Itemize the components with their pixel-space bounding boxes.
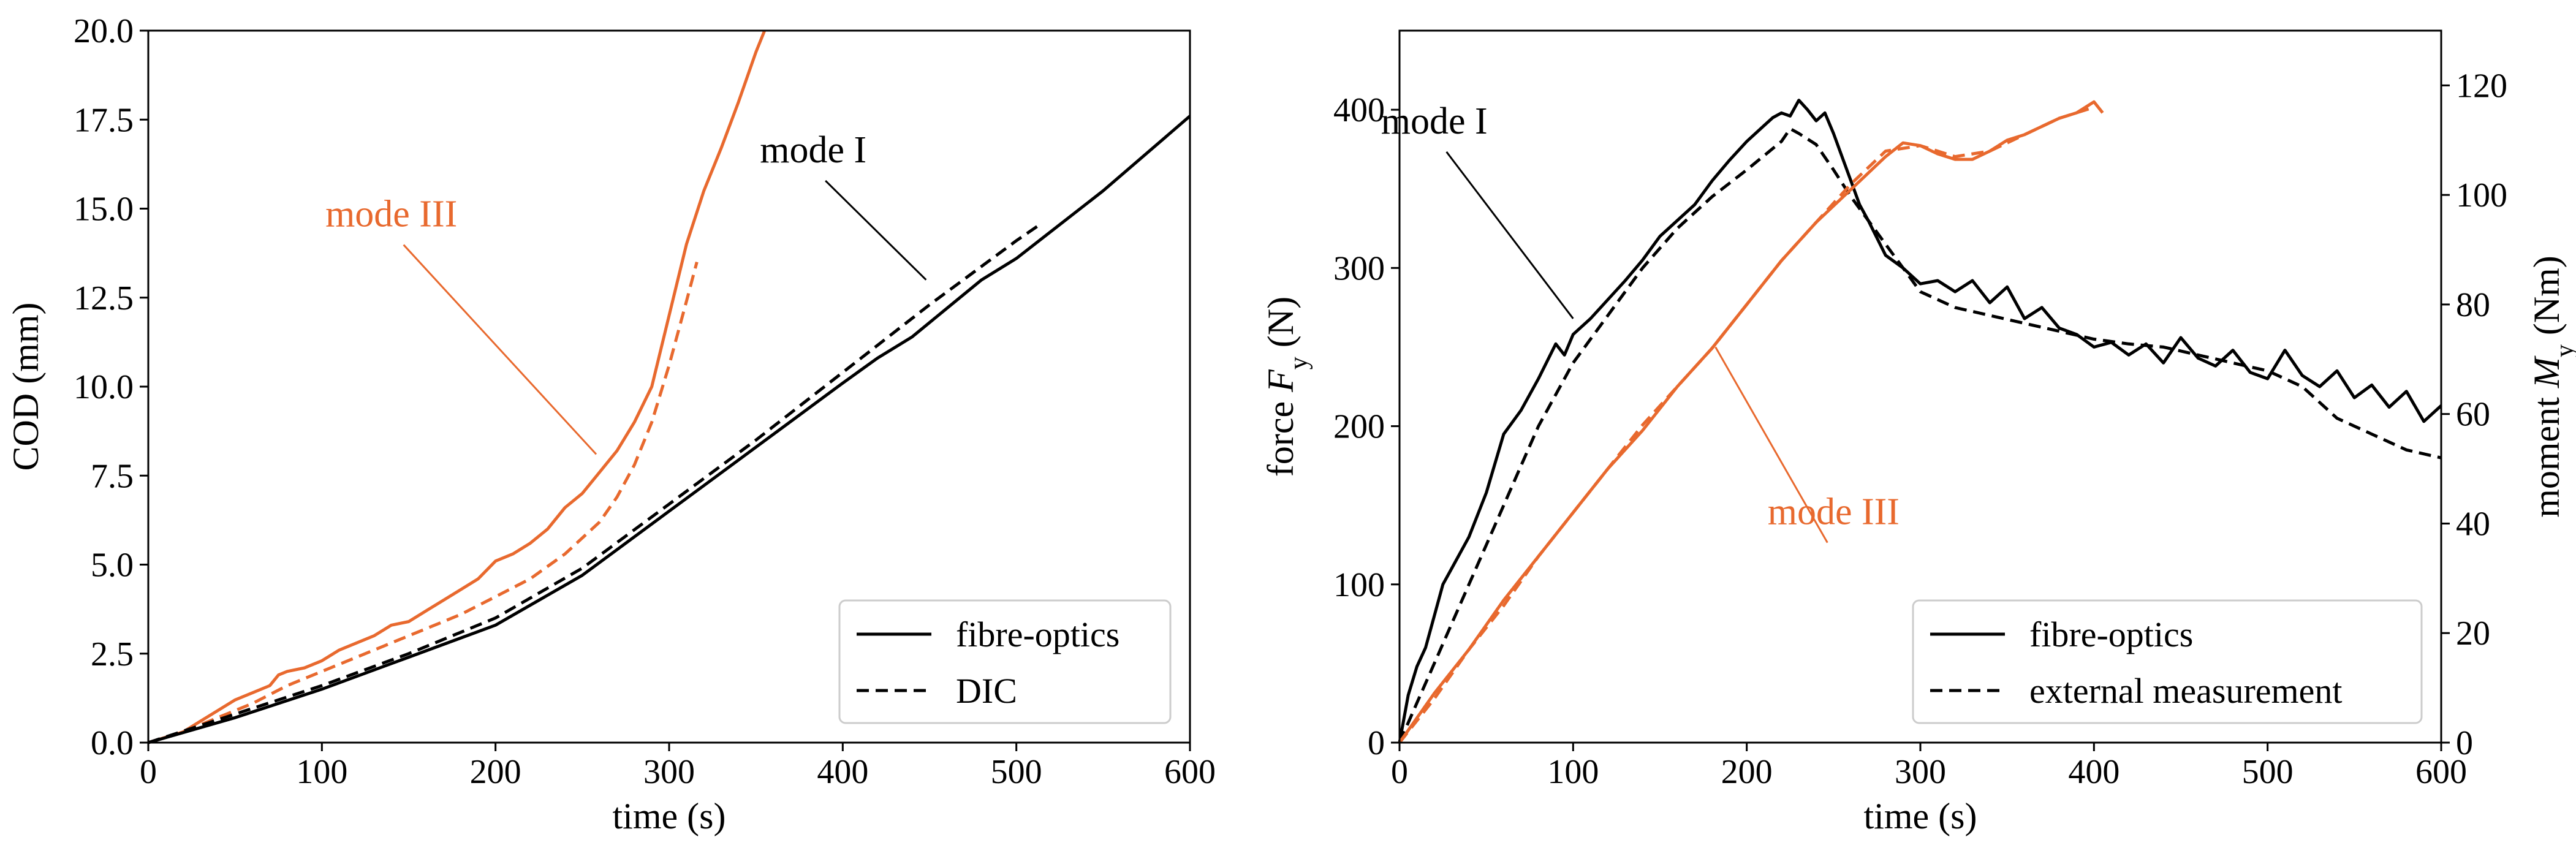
right-left-y-tick-label: 100 <box>1333 566 1385 604</box>
right-x-tick-label: 100 <box>1547 753 1599 791</box>
right-x-tick-label: 300 <box>1895 753 1946 791</box>
left-x-tick-label: 300 <box>643 753 695 791</box>
left-series-mode-i-dic <box>148 221 1044 744</box>
right-right-y-tick-label: 20 <box>2456 615 2490 653</box>
left-y-tick-label: 0.0 <box>91 724 134 762</box>
left-annotation-mode-i: mode I <box>760 129 866 171</box>
left-y-tick-label: 5.0 <box>91 547 134 585</box>
right-annotation-pointer-2 <box>1714 346 1828 543</box>
left-y-tick-label: 2.5 <box>91 635 134 673</box>
left-series-mode-iii-dic <box>148 261 699 744</box>
right-left-y-tick-label: 300 <box>1333 249 1385 287</box>
right-annotation-mode-iii: mode III <box>1768 491 1900 533</box>
left-y-tick-label: 10.0 <box>74 368 134 406</box>
left-y-tick-label: 12.5 <box>74 279 134 317</box>
left-y-tick-label: 20.0 <box>74 12 134 50</box>
right-legend-label-1: fibre-optics <box>2029 615 2193 654</box>
right-left-y-tick-label: 0 <box>1368 724 1385 762</box>
left-y-tick-label: 15.0 <box>74 191 134 229</box>
right-series-mode-i-force-fibre-optics <box>1398 99 2442 743</box>
left-series-mode-iii-fibre-optics <box>148 30 767 744</box>
right-annotation-pointer-1 <box>1445 151 1574 319</box>
right-left-y-axis-label: force Fy (N) <box>1260 297 1313 477</box>
right-annotation-mode-i: mode I <box>1381 100 1488 142</box>
right-x-tick-label: 400 <box>2068 753 2120 791</box>
right-x-tick-label: 600 <box>2415 753 2467 791</box>
right-right-y-tick-label: 0 <box>2456 724 2473 762</box>
right-series-mode-i-force-external <box>1398 127 2442 744</box>
right-chart: 0 100 200 300 400 500 600010020030040002040608… <box>1260 29 2576 836</box>
right-x-tick-label: 0 <box>1391 753 1408 791</box>
right-right-y-tick-label: 100 <box>2456 176 2507 214</box>
right-x-tick-label: 500 <box>2242 753 2294 791</box>
left-legend-label-2: DIC <box>956 671 1017 711</box>
right-right-y-tick-label: 80 <box>2456 286 2490 324</box>
right-right-y-tick-label: 40 <box>2456 505 2490 543</box>
left-legend-label-1: fibre-optics <box>956 615 1119 654</box>
right-right-y-axis-label: moment My (Nm) <box>2526 256 2576 518</box>
left-x-tick-label: 500 <box>991 753 1042 791</box>
left-x-tick-label: 0 <box>140 753 157 791</box>
left-annotation-mode-iii: mode III <box>325 194 457 235</box>
right-left-y-tick-label: 200 <box>1333 408 1385 446</box>
left-x-tick-label: 400 <box>817 753 868 791</box>
right-x-tick-label: 200 <box>1721 753 1773 791</box>
left-x-tick-label: 100 <box>296 753 347 791</box>
left-x-tick-label: 600 <box>1164 753 1216 791</box>
left-annotation-pointer-1 <box>403 244 597 455</box>
right-legend-label-2: external measurement <box>2029 671 2342 711</box>
left-legend <box>838 599 1172 724</box>
left-y-tick-label: 7.5 <box>91 457 134 495</box>
left-y-axis-label: COD (mm) <box>6 303 46 471</box>
left-chart: 0 100 200 300 400 500 600 0.0 2.5 5.0 7.5 10.0 12.5 1… <box>6 12 1216 836</box>
right-right-y-tick-label: 120 <box>2456 67 2507 105</box>
left-x-tick-label: 200 <box>470 753 521 791</box>
left-annotation-pointer-2 <box>825 180 927 281</box>
left-series-mode-i-fibre-optics <box>148 115 1191 744</box>
left-y-tick-label: 17.5 <box>74 101 134 139</box>
right-legend <box>1912 599 2423 724</box>
right-left-y-tick-label: 400 <box>1333 91 1385 129</box>
right-x-axis-label: time (s) <box>1864 796 1977 836</box>
right-series-mode-iii-moment-external <box>1398 105 2095 744</box>
right-right-y-tick-label: 60 <box>2456 396 2490 434</box>
left-x-axis-label: time (s) <box>613 796 726 836</box>
